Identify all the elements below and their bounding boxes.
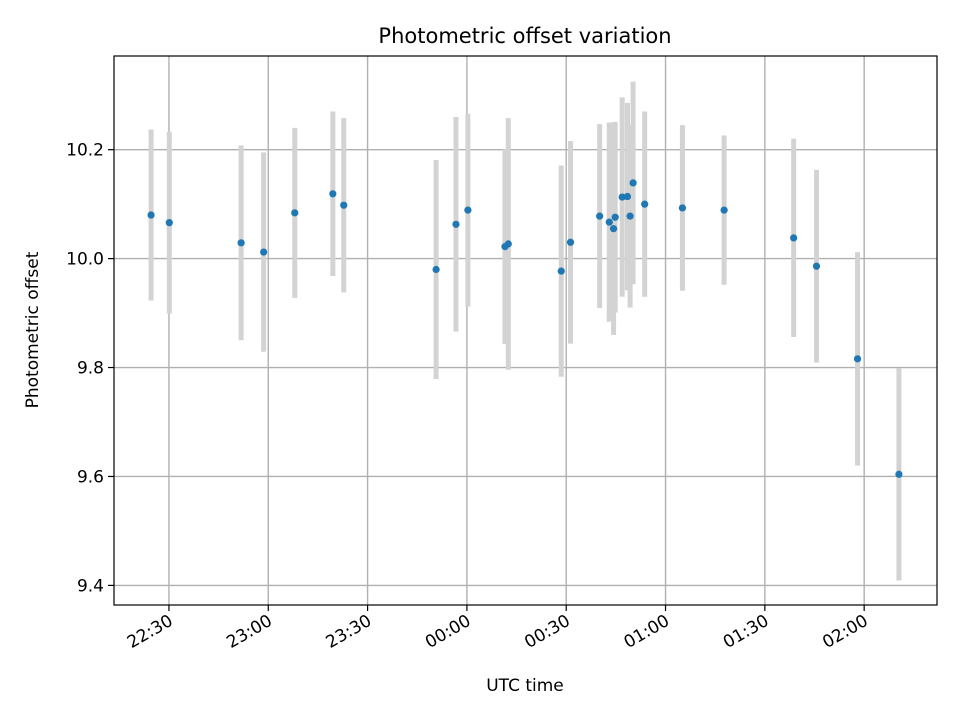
data-point — [629, 179, 637, 187]
data-point — [504, 240, 512, 248]
data-point — [611, 213, 619, 221]
data-point — [557, 267, 565, 275]
data-point — [812, 262, 821, 270]
x-tick-label: 23:30 — [323, 611, 375, 653]
data-point — [340, 201, 348, 209]
x-tick-label: 01:00 — [621, 611, 673, 653]
data-point — [329, 190, 337, 198]
data-point — [626, 212, 634, 220]
data-point — [609, 225, 618, 233]
data-point — [641, 200, 649, 208]
x-axis-label: UTC time — [486, 676, 564, 696]
data-point — [596, 212, 604, 220]
x-tick-label: 00:00 — [422, 611, 474, 653]
data-point — [260, 248, 268, 256]
grid-lines — [114, 56, 937, 605]
data-point — [853, 355, 862, 363]
x-tick-label: 00:30 — [521, 611, 573, 653]
x-axis-ticks: 22:30 23:00 23:30 00:00 00:30 01:00 01:30 02:00 — [124, 605, 872, 653]
data-point — [165, 219, 173, 227]
data-point — [237, 239, 245, 247]
data-point — [432, 265, 440, 274]
y-tick-label: 9.4 — [77, 576, 104, 596]
y-axis-label: Photometric offset — [23, 251, 43, 408]
x-tick-label: 02:00 — [819, 611, 871, 653]
y-tick-label: 9.8 — [77, 359, 104, 379]
y-tick-label: 9.6 — [77, 467, 104, 487]
error-bars — [148, 81, 902, 581]
data-point — [790, 234, 798, 242]
data-point — [566, 238, 575, 246]
x-tick-label: 22:30 — [124, 611, 176, 653]
data-points — [147, 179, 903, 478]
x-tick-label: 23:00 — [223, 611, 275, 653]
y-tick-label: 10.0 — [66, 250, 104, 270]
y-axis-ticks: 9.4 9.6 9.8 10.0 10.2 — [66, 141, 114, 596]
data-point — [147, 211, 155, 219]
data-point — [452, 220, 460, 228]
x-tick-label: 01:30 — [720, 611, 772, 653]
data-point — [291, 209, 299, 217]
data-point — [720, 206, 728, 214]
data-point — [464, 206, 472, 214]
plot-frame — [113, 55, 938, 606]
chart-title: Photometric offset variation — [378, 24, 671, 48]
y-tick-label: 10.2 — [66, 141, 104, 161]
data-point — [678, 204, 687, 212]
data-point — [618, 193, 626, 201]
data-point — [605, 218, 613, 226]
data-point — [623, 192, 632, 201]
data-point — [895, 470, 903, 478]
